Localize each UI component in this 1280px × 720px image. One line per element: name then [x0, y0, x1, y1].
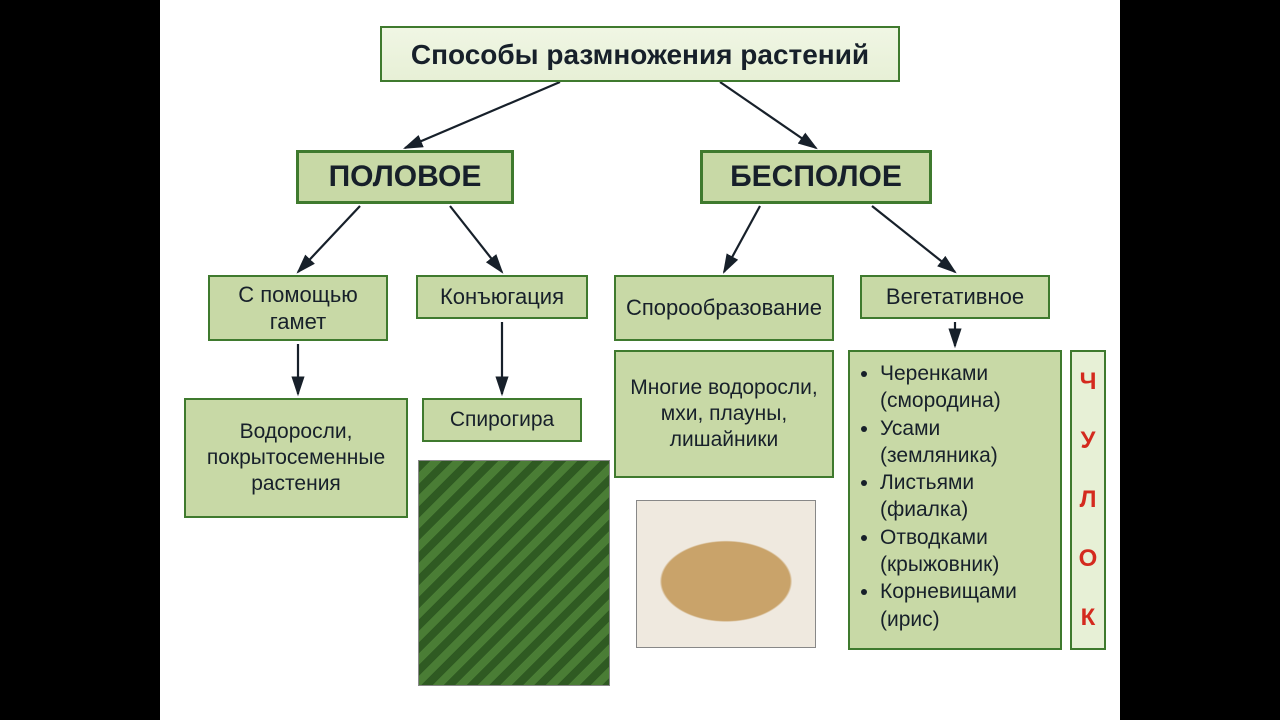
node-asexual-label: БЕСПОЛОЕ [730, 158, 902, 196]
vegetative-list-item: Корневищами (ирис) [880, 578, 1050, 633]
node-asexual: БЕСПОЛОЕ [700, 150, 932, 204]
mnemonic-letter: Ч [1080, 368, 1097, 396]
node-vegetative-label: Вегетативное [886, 283, 1024, 311]
node-title: Способы размножения растений [380, 26, 900, 82]
arrow-3 [450, 206, 502, 272]
node-sexual-label: ПОЛОВОЕ [329, 158, 482, 196]
node-vegetative: Вегетативное [860, 275, 1050, 319]
node-algae_angio: Водоросли, покрытосеменные растения [184, 398, 408, 518]
arrow-2 [298, 206, 360, 272]
vegetative-list-item: Усами (земляника) [880, 415, 1050, 470]
arrow-1 [720, 82, 816, 148]
arrow-0 [405, 82, 560, 148]
node-sporulation-label: Спорообразование [626, 294, 822, 322]
vegetative-list-item: Отводками (крыжовник) [880, 524, 1050, 579]
mnemonic-column: Ч У Л О К [1070, 350, 1106, 650]
potato-photo [636, 500, 816, 648]
vegetative-list-item: Листьями (фиалка) [880, 469, 1050, 524]
node-algae_angio-label: Водоросли, покрытосеменные растения [196, 419, 396, 498]
arrow-5 [872, 206, 955, 272]
node-spore_ex-label: Многие водоросли, мхи, плауны, лишайники [626, 375, 822, 454]
vegetative-list-item: Черенками (смородина) [880, 360, 1050, 415]
node-sporulation: Спорообразование [614, 275, 834, 341]
mnemonic-letter: К [1081, 604, 1096, 632]
node-conjugation: Конъюгация [416, 275, 588, 319]
node-spore_ex: Многие водоросли, мхи, плауны, лишайники [614, 350, 834, 478]
node-conjugation-label: Конъюгация [440, 283, 564, 311]
node-sexual: ПОЛОВОЕ [296, 150, 514, 204]
mnemonic-letter: О [1079, 545, 1098, 573]
node-spirogyra-label: Спирогира [450, 407, 554, 433]
node-gametes: С помощью гамет [208, 275, 388, 341]
node-spirogyra: Спирогира [422, 398, 582, 442]
mnemonic-letter: У [1081, 427, 1096, 455]
vegetative-list: Черенками (смородина)Усами (земляника)Ли… [848, 350, 1062, 650]
fern-photo [418, 460, 610, 686]
arrow-4 [724, 206, 760, 272]
mnemonic-letter: Л [1080, 486, 1097, 514]
node-title-label: Способы размножения растений [411, 37, 869, 72]
node-gametes-label: С помощью гамет [220, 281, 376, 336]
